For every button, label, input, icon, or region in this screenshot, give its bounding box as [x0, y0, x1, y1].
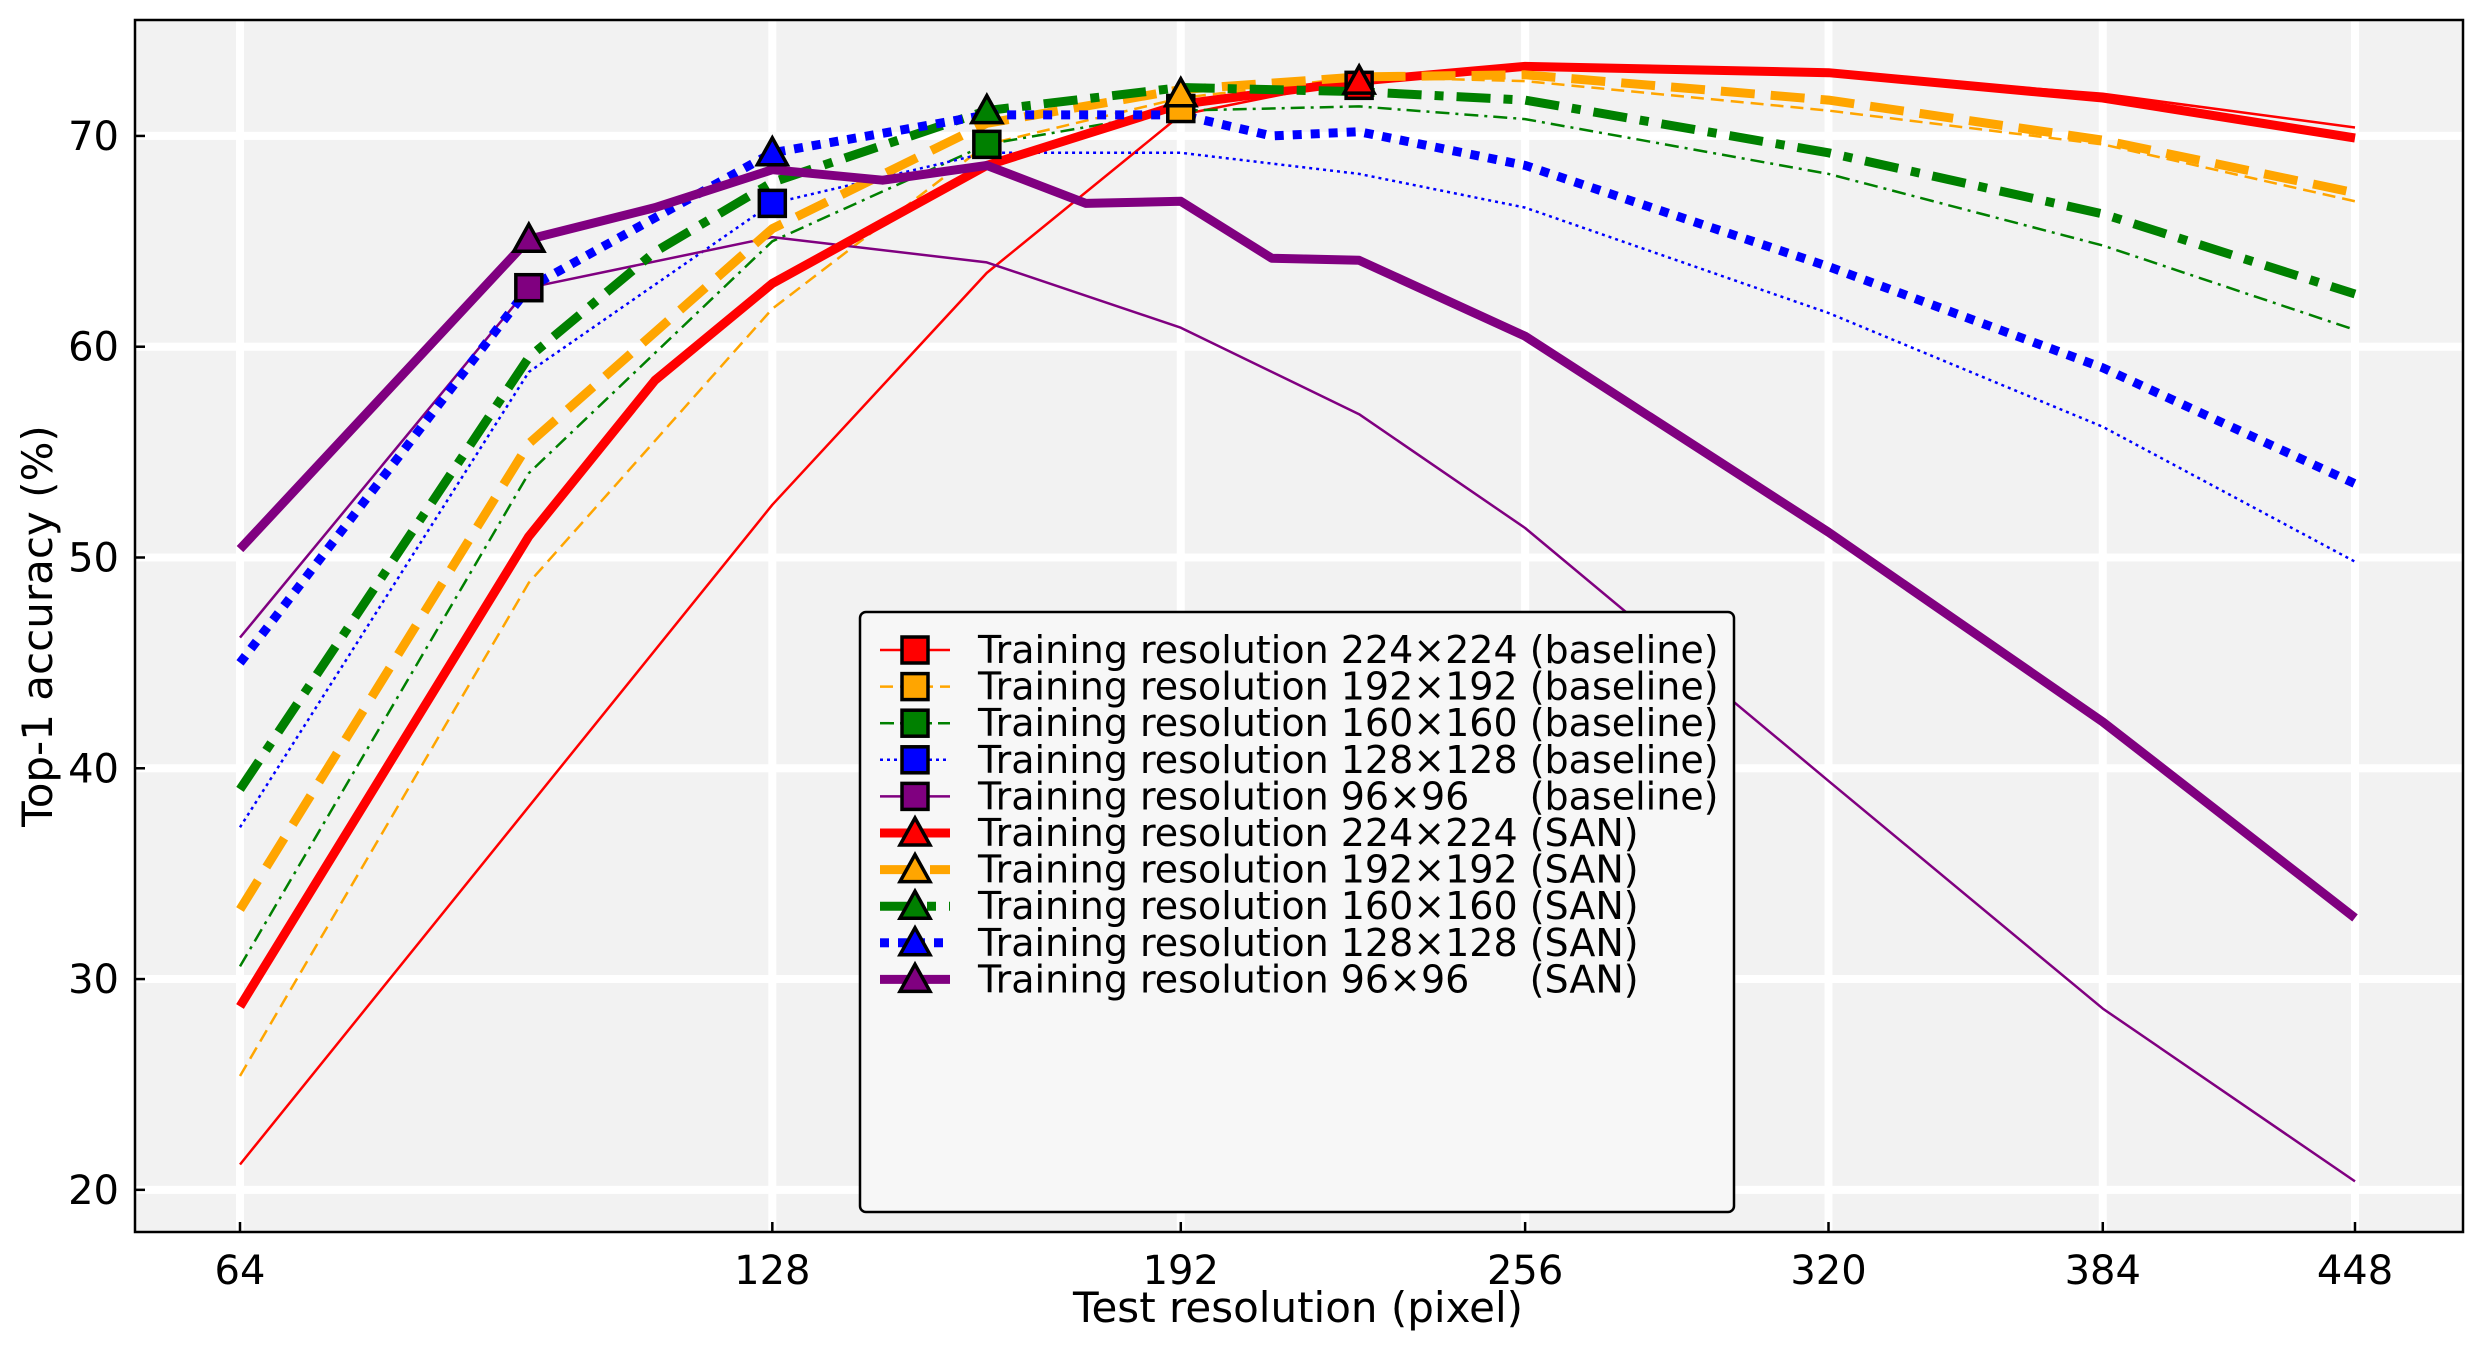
series-line-4: [239, 235, 2356, 1183]
y-tick-label: 70: [68, 114, 119, 160]
y-tick-label: 60: [68, 325, 119, 371]
x-axis-title: Test resolution (pixel): [1072, 1283, 1523, 1332]
y-tick-label: 20: [68, 1168, 119, 1214]
legend-marker-1: [900, 671, 930, 702]
legend-marker-9: [897, 960, 933, 994]
legend-label-1: Training resolution 192×192 (baseline): [977, 665, 1719, 709]
series-line-6: [236, 70, 2356, 912]
axis-ticks: 64 128 192 256 320 384 448 20 30 40 50 60 70: [68, 114, 2393, 1294]
y-tick-label: 50: [68, 535, 119, 581]
series-marker-5: [1341, 62, 1378, 95]
x-tick-label: 64: [215, 1248, 266, 1294]
x-tick-label: 192: [1143, 1248, 1219, 1294]
series-line-3: [238, 151, 2356, 828]
series-marker-9: [510, 220, 547, 253]
series-marker-3: [757, 188, 788, 219]
x-tick-label: 128: [734, 1248, 810, 1294]
y-tick-label: 30: [68, 957, 119, 1003]
legend-marker-6: [897, 850, 933, 884]
x-tick-label: 320: [1790, 1248, 1866, 1294]
legend-marker-4: [900, 781, 930, 812]
legend-marker-0: [900, 635, 930, 665]
series-marker-8: [754, 134, 791, 167]
series-marker-4: [514, 272, 544, 303]
legend-marker-8: [897, 924, 933, 957]
legend-label-3: Training resolution 128×128 (baseline): [977, 738, 1719, 782]
y-tick-label: 40: [68, 746, 119, 792]
legend-label-9: Training resolution 96×96 (SAN): [977, 957, 1639, 1001]
series-marker-7: [968, 92, 1005, 125]
series-markers: [510, 62, 1378, 303]
legend-label-7: Training resolution 160×160 (SAN): [977, 884, 1639, 928]
legend-label-8: Training resolution 128×128 (SAN): [977, 921, 1639, 965]
legend-label-0: Training resolution 224×224 (baseline): [977, 628, 1719, 672]
y-axis-title: Top-1 accuracy (%): [13, 425, 62, 828]
series-line-2: [238, 105, 2356, 968]
legend-marker-2: [900, 708, 930, 738]
plot-frame: [133, 18, 2465, 1234]
legend-marker-3: [900, 745, 930, 775]
x-tick-label: 256: [1487, 1248, 1563, 1294]
legend-label-6: Training resolution 192×192 (SAN): [977, 848, 1639, 892]
x-tick-label: 384: [2065, 1248, 2141, 1294]
legend-box: [858, 610, 1736, 1214]
legend-label-4: Training resolution 96×96 (baseline): [977, 774, 1719, 818]
series-marker-6: [1162, 75, 1199, 108]
legend-marker-7: [897, 887, 933, 920]
x-tick-label: 448: [2317, 1248, 2393, 1294]
series-line-8: [236, 110, 2357, 666]
series-marker-2: [972, 129, 1002, 160]
legend-marker-5: [897, 814, 933, 847]
legend: Training resolution 224×224 (baseline)Tr…: [858, 610, 1736, 1214]
series-line-9: [236, 160, 2358, 922]
legend-label-5: Training resolution 224×224 (SAN): [977, 811, 1639, 855]
legend-label-2: Training resolution 160×160 (baseline): [977, 701, 1719, 745]
